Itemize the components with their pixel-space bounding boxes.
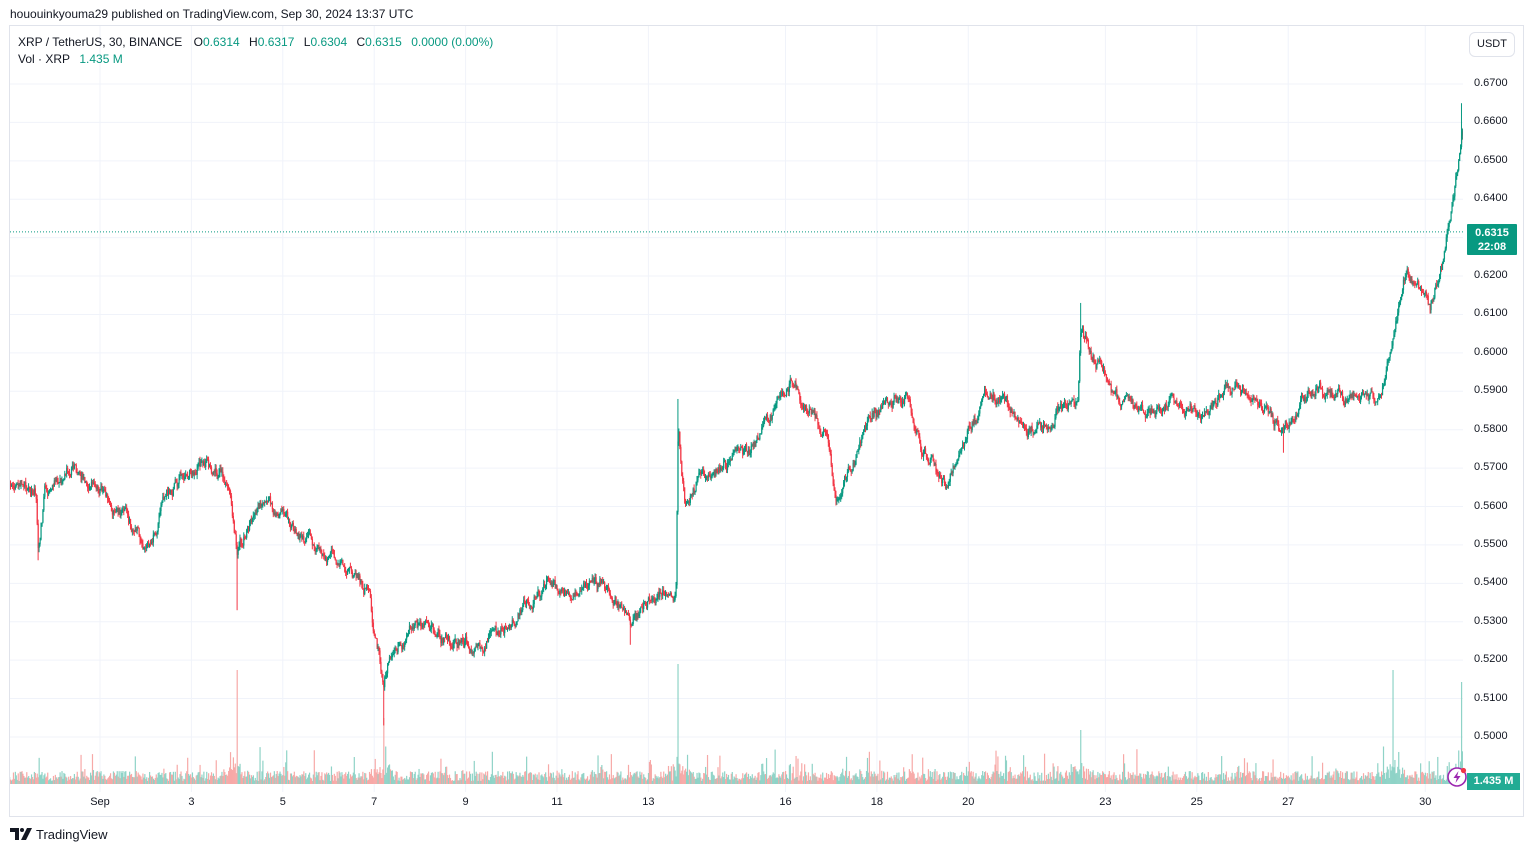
price-tick: 0.5600 bbox=[1474, 499, 1508, 512]
time-tick: 5 bbox=[279, 796, 286, 808]
volume-value: 1.435 M bbox=[79, 52, 123, 66]
high-value: 0.6317 bbox=[257, 35, 295, 49]
last-price-value: 0.6315 bbox=[1475, 227, 1509, 239]
time-tick: 13 bbox=[642, 796, 655, 808]
chart-legend: XRP / TetherUS, 30, BINANCE O0.6314 H0.6… bbox=[18, 34, 493, 68]
price-tick: 0.5100 bbox=[1474, 691, 1508, 704]
price-tick: 0.6500 bbox=[1474, 153, 1508, 166]
price-tick: 0.5300 bbox=[1474, 614, 1508, 627]
time-tick: 16 bbox=[779, 796, 792, 808]
grid-lines bbox=[10, 26, 1463, 792]
time-tick: 23 bbox=[1099, 796, 1112, 808]
tradingview-brand-text: TradingView bbox=[36, 826, 108, 842]
volume-badge: 1.435 M bbox=[1467, 773, 1520, 790]
symbol-title[interactable]: XRP / TetherUS, 30, BINANCE bbox=[18, 35, 183, 49]
price-tick: 0.5500 bbox=[1474, 537, 1508, 550]
time-tick: 18 bbox=[870, 796, 884, 808]
price-tick: 0.6400 bbox=[1474, 192, 1508, 205]
currency-unit-button[interactable]: USDT bbox=[1469, 32, 1515, 57]
change-value: 0.0000 (0.00%) bbox=[411, 35, 494, 49]
price-tick: 0.5700 bbox=[1474, 461, 1508, 474]
close-label: C bbox=[356, 35, 366, 49]
price-tick: 0.5200 bbox=[1474, 653, 1508, 666]
tradingview-logo-icon bbox=[10, 828, 32, 840]
low-value: 0.6304 bbox=[310, 35, 348, 49]
open-value: 0.6314 bbox=[202, 35, 240, 49]
time-tick: 9 bbox=[462, 796, 469, 808]
time-axis[interactable]: Sep 3 5 7 9 11 13 16 18 20 23 25 27 30 bbox=[10, 792, 1463, 816]
bar-countdown: 22:08 bbox=[1477, 241, 1507, 253]
footer-brand[interactable]: TradingView bbox=[10, 826, 108, 842]
price-tick: 0.6200 bbox=[1474, 269, 1508, 282]
price-tick: 0.5400 bbox=[1474, 576, 1508, 589]
price-tick: 0.5800 bbox=[1474, 422, 1508, 435]
time-tick: 25 bbox=[1190, 796, 1203, 808]
open-label: O bbox=[193, 35, 203, 49]
volume-bars bbox=[10, 664, 1463, 784]
time-tick: 27 bbox=[1282, 796, 1295, 808]
price-tick: 0.6100 bbox=[1474, 307, 1508, 320]
ohlc-row: XRP / TetherUS, 30, BINANCE O0.6314 H0.6… bbox=[18, 34, 493, 51]
time-tick: 20 bbox=[962, 796, 975, 808]
flash-lightning-icon[interactable] bbox=[1446, 766, 1468, 788]
time-tick: 11 bbox=[551, 796, 563, 808]
price-tick: 0.6700 bbox=[1474, 77, 1508, 89]
price-scale[interactable]: 0.6700 0.6600 0.6500 0.6400 0.6200 0.6100 0.60… bbox=[1463, 26, 1523, 791]
volume-row: Vol · XRP 1.435 M bbox=[18, 51, 493, 68]
price-chart-canvas[interactable] bbox=[10, 26, 1463, 792]
candlesticks bbox=[10, 103, 1463, 726]
time-tick: 7 bbox=[371, 796, 378, 808]
time-tick: 3 bbox=[188, 796, 195, 808]
last-price-badge: 0.6315 22:08 bbox=[1467, 224, 1517, 255]
low-label: L bbox=[303, 35, 311, 49]
close-value: 0.6315 bbox=[365, 35, 402, 49]
time-tick: Sep bbox=[90, 796, 110, 808]
volume-label[interactable]: Vol · XRP bbox=[18, 52, 71, 66]
time-tick: 30 bbox=[1419, 796, 1432, 808]
price-tick: 0.5900 bbox=[1474, 384, 1508, 397]
price-tick: 0.6600 bbox=[1474, 115, 1508, 128]
price-tick: 0.6000 bbox=[1474, 345, 1508, 358]
published-caption: hououinkyouma29 published on TradingView… bbox=[10, 7, 414, 21]
chart-frame[interactable] bbox=[9, 25, 1524, 817]
price-tick: 0.5000 bbox=[1474, 729, 1508, 742]
high-label: H bbox=[249, 35, 258, 49]
